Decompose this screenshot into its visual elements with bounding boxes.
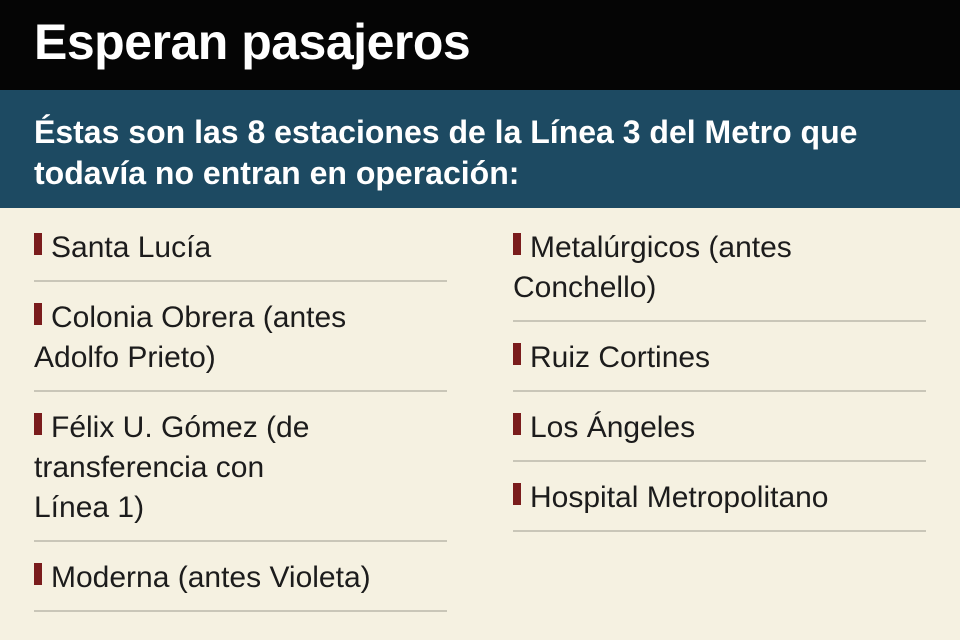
bullet-marker-icon bbox=[34, 233, 42, 255]
station-item: Colonia Obrera (antes Adolfo Prieto) bbox=[34, 292, 447, 392]
station-name: Moderna (antes Violeta) bbox=[51, 561, 371, 594]
page-subtitle: Éstas son las 8 estaciones de la Línea 3… bbox=[34, 114, 858, 191]
station-item: Los Ángeles bbox=[513, 402, 926, 462]
station-item: Ruiz Cortines bbox=[513, 332, 926, 392]
station-item: Moderna (antes Violeta) bbox=[34, 552, 447, 612]
bullet-marker-icon bbox=[513, 483, 521, 505]
bullet-marker-icon bbox=[34, 563, 42, 585]
station-list-left: Santa Lucía Colonia Obrera (antes Adolfo… bbox=[34, 222, 447, 622]
page-title: Esperan pasajeros bbox=[34, 14, 471, 70]
station-item: Santa Lucía bbox=[34, 222, 447, 282]
bullet-marker-icon bbox=[34, 303, 42, 325]
station-name: Félix U. Gómez (de transferencia con Lín… bbox=[34, 411, 310, 524]
station-item: Hospital Metropolitano bbox=[513, 472, 926, 532]
station-list-right: Metalúrgicos (antes Conchello) Ruiz Cort… bbox=[513, 222, 926, 542]
station-name: Ruiz Cortines bbox=[530, 341, 711, 374]
station-name: Metalúrgicos (antes Conchello) bbox=[513, 231, 792, 304]
station-name: Hospital Metropolitano bbox=[530, 481, 829, 514]
station-name: Santa Lucía bbox=[51, 231, 212, 264]
bullet-marker-icon bbox=[513, 233, 521, 255]
title-bar bbox=[0, 0, 960, 90]
bullet-marker-icon bbox=[34, 413, 42, 435]
station-name: Los Ángeles bbox=[530, 411, 696, 444]
station-name: Colonia Obrera (antes Adolfo Prieto) bbox=[34, 301, 347, 374]
station-item: Metalúrgicos (antes Conchello) bbox=[513, 222, 926, 322]
bullet-marker-icon bbox=[513, 413, 521, 435]
station-item: Félix U. Gómez (de transferencia con Lín… bbox=[34, 402, 447, 542]
bullet-marker-icon bbox=[513, 343, 521, 365]
subtitle-bar bbox=[0, 90, 960, 208]
